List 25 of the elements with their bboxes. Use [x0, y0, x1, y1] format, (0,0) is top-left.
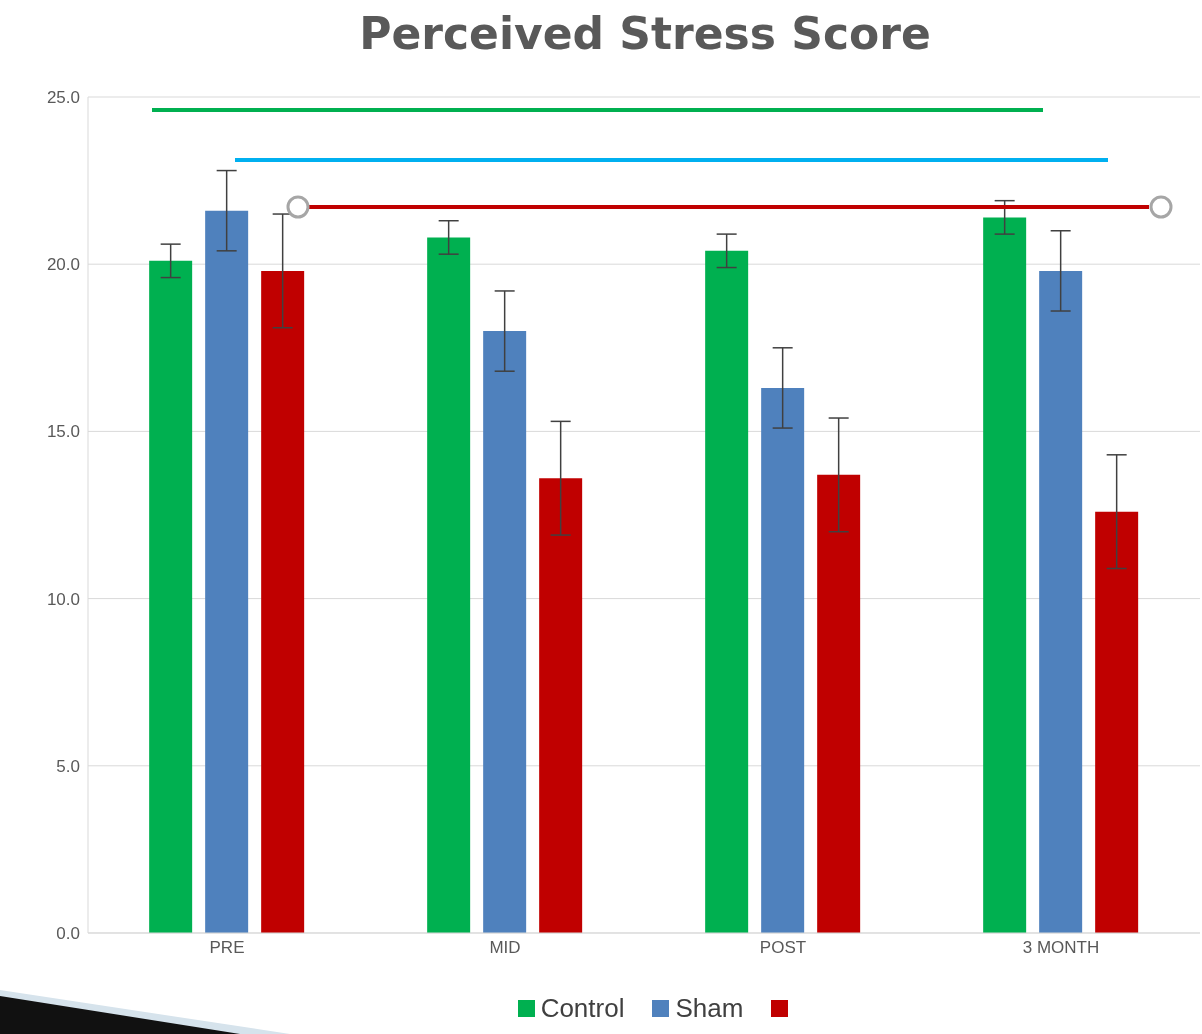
legend-label: Control — [539, 993, 625, 1024]
chart-title: Perceived Stress Score — [358, 8, 932, 59]
y-tick-label: 10.0 — [46, 589, 80, 609]
legend-label: Sham — [674, 993, 744, 1024]
bar — [539, 478, 583, 933]
bar — [149, 260, 193, 933]
y-tick-label: 0.0 — [56, 924, 80, 944]
y-tick-label: 25.0 — [46, 88, 80, 108]
bar — [1095, 511, 1139, 933]
bar — [817, 474, 861, 933]
y-tick-label: 15.0 — [46, 422, 80, 442]
bar — [483, 331, 527, 933]
x-tick-label: POST — [759, 938, 807, 958]
bar — [1039, 270, 1083, 933]
y-tick-label: 20.0 — [46, 255, 80, 275]
bar — [705, 250, 749, 933]
bar — [761, 387, 805, 933]
x-tick-label: 3 MONTH — [1022, 938, 1100, 958]
x-tick-label: PRE — [209, 938, 245, 958]
bar — [427, 237, 471, 933]
bar — [261, 270, 305, 933]
bar — [205, 210, 249, 933]
bar — [983, 217, 1027, 933]
x-tick-label: MID — [489, 938, 521, 958]
y-tick-label: 5.0 — [56, 756, 80, 776]
